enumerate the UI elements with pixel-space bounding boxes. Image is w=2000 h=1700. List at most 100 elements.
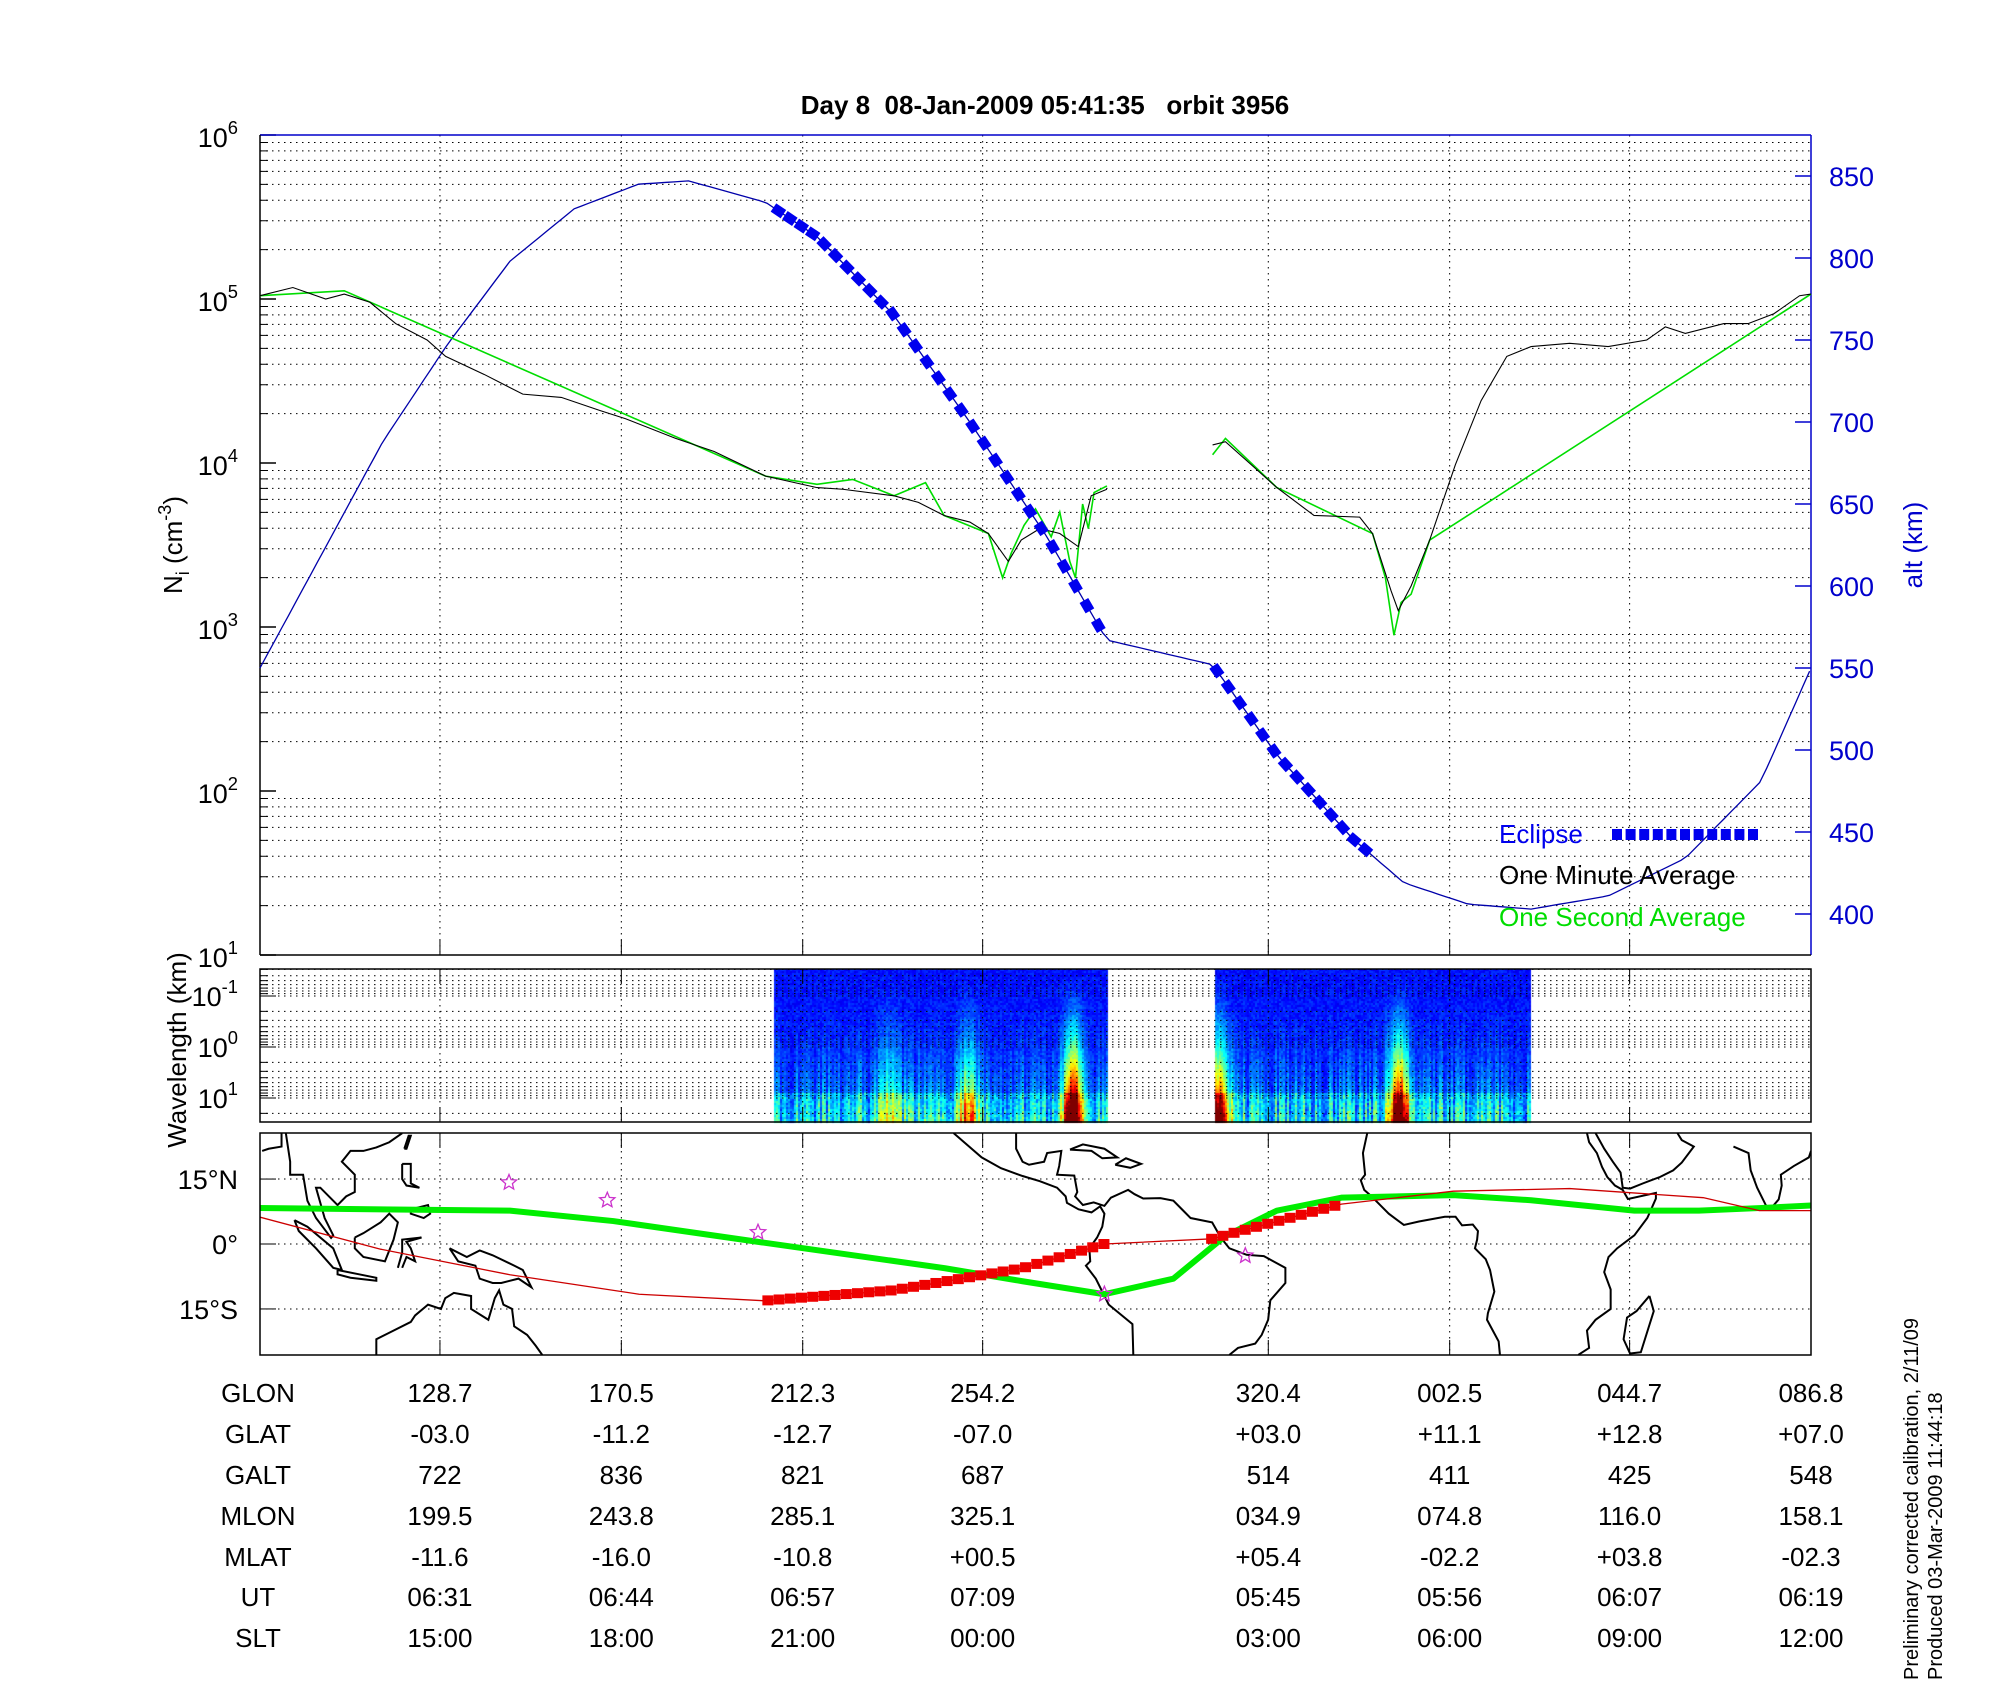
one-minute-average-line xyxy=(259,286,1108,563)
track-eclipse-marker xyxy=(1250,1221,1262,1232)
table-cell: +12.8 xyxy=(1597,1419,1663,1449)
row-label: GALT xyxy=(225,1460,291,1490)
track-eclipse-marker xyxy=(885,1285,897,1296)
table-cell: 320.4 xyxy=(1236,1378,1301,1408)
table-cell: 06:57 xyxy=(770,1582,835,1612)
orbit-table: GLON 128.7 170.5 212.3 254.2 320.4 002.5 044.7 0… xyxy=(220,1378,1843,1653)
eclipse-marker xyxy=(965,418,981,435)
table-cell: 06:00 xyxy=(1417,1623,1482,1653)
table-cell: -16.0 xyxy=(592,1542,651,1572)
table-cell: 00:00 xyxy=(950,1623,1015,1653)
y2-tick-label: 700 xyxy=(1829,408,1874,438)
table-cell: 514 xyxy=(1247,1460,1290,1490)
row-label: MLAT xyxy=(224,1542,292,1572)
tick-exponent: 4 xyxy=(228,445,238,466)
track-eclipse-marker xyxy=(1306,1206,1318,1217)
track-eclipse-marker xyxy=(1239,1224,1251,1235)
table-cell: 034.9 xyxy=(1236,1501,1301,1531)
y-tick-label: 102 xyxy=(198,773,238,809)
station-star-icon xyxy=(748,1222,768,1241)
table-cell: 199.5 xyxy=(407,1501,472,1531)
map-frame xyxy=(259,1132,1812,1356)
tick-exponent: 2 xyxy=(228,773,238,794)
legend-eclipse-marker xyxy=(1707,829,1718,840)
y2-axis-label: alt (km) xyxy=(1898,502,1928,589)
eclipse-marker xyxy=(782,211,798,226)
table-cell: 425 xyxy=(1608,1460,1651,1490)
coastline-new-guinea xyxy=(448,1247,534,1291)
track-eclipse-marker xyxy=(863,1287,875,1298)
label-unit: (cm xyxy=(158,521,188,572)
track-eclipse-marker xyxy=(952,1274,964,1285)
track-eclipse-marker xyxy=(896,1283,908,1294)
track-eclipse-marker xyxy=(1295,1209,1307,1220)
eclipse-marker xyxy=(1056,558,1072,575)
table-row: GLAT -03.0 -11.2 -12.7 -07.0 +03.0 +11.1 +12.8 +… xyxy=(225,1419,1844,1449)
track-eclipse-marker xyxy=(1228,1227,1240,1238)
label-close: ) xyxy=(158,496,188,505)
tick-base: 10 xyxy=(198,943,228,973)
y2-tick-label: 800 xyxy=(1829,244,1874,274)
table-cell: -10.8 xyxy=(773,1542,832,1572)
y-axis-label: Wavelength (km) xyxy=(162,952,192,1148)
table-cell: 722 xyxy=(418,1460,461,1490)
table-cell: +03.8 xyxy=(1597,1542,1663,1572)
coastline-americas-east xyxy=(1015,1133,1287,1355)
legend-eclipse-marker xyxy=(1693,829,1704,840)
eclipse-marker xyxy=(793,218,810,234)
tick-base: 10 xyxy=(198,451,228,481)
track-eclipse-marker xyxy=(1206,1233,1218,1244)
eclipse-marker xyxy=(1300,781,1317,798)
track-eclipse-marker xyxy=(941,1276,953,1287)
legend-eclipse-marker xyxy=(1680,829,1690,840)
tick-exponent: 3 xyxy=(228,609,238,630)
table-cell: 12:00 xyxy=(1778,1623,1843,1653)
y2-tick-label: 400 xyxy=(1829,900,1874,930)
table-cell: 086.8 xyxy=(1778,1378,1843,1408)
coastline-hispaniola xyxy=(1114,1157,1144,1169)
eclipse-marker xyxy=(1255,727,1271,743)
row-label: SLT xyxy=(235,1623,281,1653)
track-eclipse-marker xyxy=(1031,1258,1043,1269)
coastline-taiwan xyxy=(403,1134,413,1150)
eclipse-marker xyxy=(976,435,992,452)
table-cell: +03.0 xyxy=(1235,1419,1301,1449)
table-row: SLT 15:00 18:00 21:00 00:00 03:00 06:00 09:00 12… xyxy=(235,1623,1843,1653)
track-eclipse-marker xyxy=(1273,1215,1285,1226)
eclipse-marker xyxy=(999,469,1015,486)
table-row: GLON 128.7 170.5 212.3 254.2 320.4 002.5 044.7 0… xyxy=(221,1378,1843,1408)
legend-minute-label: One Minute Average xyxy=(1499,860,1736,890)
table-cell: -12.7 xyxy=(773,1419,832,1449)
table-cell: +00.5 xyxy=(950,1542,1016,1572)
y2-tick-label: 550 xyxy=(1829,654,1874,684)
legend-eclipse-marker xyxy=(1720,829,1731,840)
eclipse-marker xyxy=(1311,794,1328,811)
y-tick-label: 106 xyxy=(198,117,238,153)
track-eclipse-marker xyxy=(829,1289,841,1300)
coastline-americas-west xyxy=(952,1133,1135,1355)
track-eclipse-marker xyxy=(874,1286,886,1297)
tick-exponent: -1 xyxy=(222,976,238,997)
table-cell: 254.2 xyxy=(950,1378,1015,1408)
track-eclipse-marker xyxy=(840,1289,852,1300)
table-cell: 07:09 xyxy=(950,1582,1015,1612)
table-cell: 002.5 xyxy=(1417,1378,1482,1408)
track-eclipse-marker xyxy=(1064,1248,1076,1259)
table-cell: 116.0 xyxy=(1598,1501,1661,1531)
footer-note: Preliminary corrected calibration, 2/11/… xyxy=(1901,1318,1947,1680)
table-cell: 212.3 xyxy=(770,1378,835,1408)
altitude-line xyxy=(259,180,1811,910)
spectrogram-area xyxy=(260,969,1811,1122)
eclipse-marker xyxy=(1068,578,1083,594)
y-tick-label: 101 xyxy=(198,937,238,973)
track-eclipse-marker xyxy=(795,1292,807,1303)
table-cell: +05.4 xyxy=(1235,1542,1301,1572)
track-eclipse-marker xyxy=(1284,1212,1296,1223)
eclipse-marker xyxy=(953,402,969,418)
one-second-average-line xyxy=(1211,293,1812,636)
coastline-luzon xyxy=(401,1162,420,1189)
table-cell: 044.7 xyxy=(1597,1378,1662,1408)
table-cell: 158.1 xyxy=(1778,1501,1843,1531)
y-tick-label: 103 xyxy=(198,609,238,645)
legend-second-label: One Second Average xyxy=(1499,902,1746,932)
